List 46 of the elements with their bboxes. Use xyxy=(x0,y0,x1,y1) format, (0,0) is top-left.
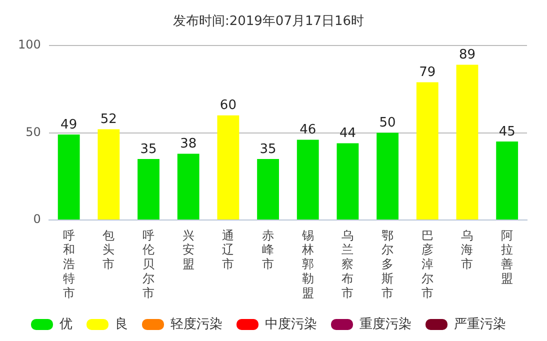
data-label: 79 xyxy=(419,65,436,80)
x-tick-label: 包头市 xyxy=(102,228,115,272)
x-tick-label: 呼和浩特市 xyxy=(62,228,75,300)
legend-label: 中度污染 xyxy=(265,316,317,332)
bar xyxy=(177,154,200,220)
x-tick-label: 乌海市 xyxy=(461,228,474,272)
legend-label: 轻度污染 xyxy=(170,316,222,332)
bar xyxy=(296,140,319,220)
data-label: 45 xyxy=(498,124,516,140)
x-tick-label: 鄂尔多斯市 xyxy=(382,228,394,300)
x-tick-label: 阿拉善盟 xyxy=(501,228,514,286)
chart-title: 发布时间:2019年07月17日16时 xyxy=(172,14,364,30)
bar xyxy=(58,134,80,220)
x-tick-label: 锡林郭勒盟 xyxy=(300,228,314,300)
y-tick-label: 100 xyxy=(18,38,41,52)
x-tick-label: 通辽市 xyxy=(222,228,234,272)
data-label: 89 xyxy=(458,48,476,63)
data-label: 52 xyxy=(100,112,117,128)
data-label: 38 xyxy=(180,136,197,152)
bar xyxy=(376,132,399,220)
bar xyxy=(456,64,478,220)
x-tick-label: 呼伦贝尔市 xyxy=(142,228,155,300)
data-label: 44 xyxy=(339,126,356,142)
legend-label: 良 xyxy=(115,316,128,332)
data-label: 50 xyxy=(379,116,396,131)
legend-label: 优 xyxy=(60,316,72,332)
x-tick-label: 乌兰察布市 xyxy=(342,228,354,300)
bar xyxy=(496,142,518,220)
x-tick-label: 赤峰市 xyxy=(262,228,274,272)
bar xyxy=(98,129,120,220)
bar xyxy=(217,115,240,220)
data-label: 35 xyxy=(260,142,276,157)
y-tick-label: 50 xyxy=(26,124,41,139)
data-label: 60 xyxy=(220,98,236,114)
bar xyxy=(138,158,160,220)
data-label: 49 xyxy=(60,117,78,132)
bar xyxy=(257,158,279,220)
y-tick-label: 0 xyxy=(33,212,41,226)
x-tick-label: 巴彦淖尔市 xyxy=(421,228,434,300)
bar xyxy=(416,82,438,220)
data-label: 46 xyxy=(300,122,316,138)
x-tick-label: 兴安盟 xyxy=(182,228,194,272)
bar xyxy=(336,143,359,220)
data-label: 35 xyxy=(140,142,157,157)
legend-label: 重度污染 xyxy=(360,316,412,332)
legend-label: 严重污染 xyxy=(454,316,506,332)
